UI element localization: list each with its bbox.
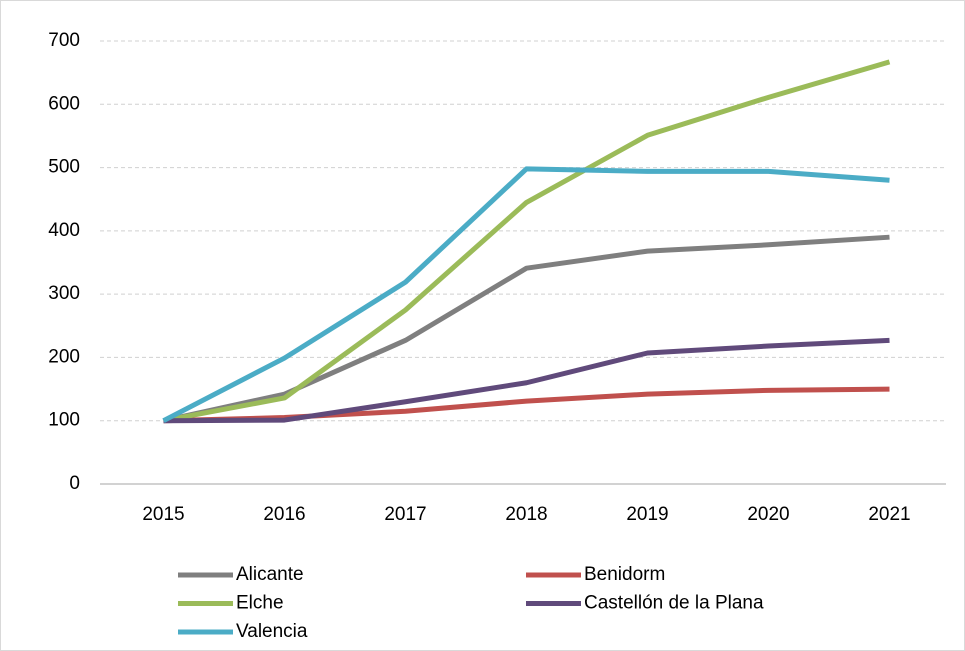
y-tick-label: 300 [48,283,80,304]
series-line [162,234,890,424]
y-tick-label: 700 [48,30,80,51]
x-tick-label: 2020 [747,504,789,525]
legend-label: Elche [236,593,284,614]
x-tick-label: 2019 [626,504,668,525]
x-tick-label: 2018 [505,504,547,525]
x-tick-label: 2021 [868,504,910,525]
series-line [163,59,891,424]
y-tick-label: 400 [48,220,80,241]
y-tick-label: 0 [69,473,80,494]
legend-label: Valencia [236,621,308,642]
y-tick-label: 200 [48,346,80,367]
y-tick-label: 500 [48,157,80,178]
y-tick-label: 100 [48,410,80,431]
series-line [162,166,890,423]
legend-label: Castellón de la Plana [584,593,764,614]
legend-label: Alicante [236,564,304,585]
x-tick-label: 2017 [384,504,426,525]
x-tick-label: 2015 [142,504,184,525]
series-line [163,386,890,424]
x-tick-label: 2016 [263,504,305,525]
y-tick-label: 600 [48,93,80,114]
legend-label: Benidorm [584,564,665,585]
series-line [163,337,890,424]
